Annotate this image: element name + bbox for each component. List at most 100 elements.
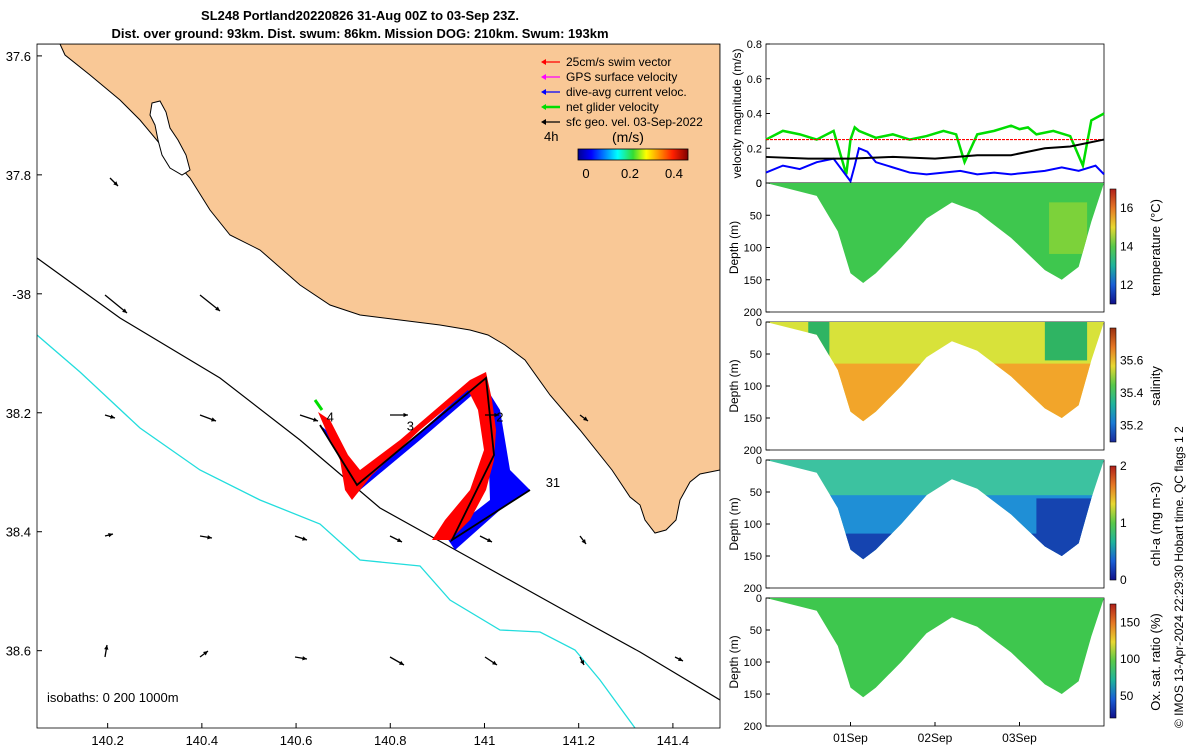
waypoint-labels: 4 3 2 31: [327, 410, 560, 490]
velocity-y-tick-label: 0.4: [747, 109, 762, 121]
geo-velocity-arrowhead: [302, 536, 307, 541]
geostrophic-velocity-arrows: [104, 177, 684, 666]
temperature-warm-patch: [1049, 202, 1088, 254]
colorbar-tick-label: 0: [582, 166, 589, 181]
map-x-tick-label: 141.2: [562, 733, 595, 748]
map-x-tick-label: 140.2: [91, 733, 124, 748]
depth-axis-label: Depth (m): [727, 221, 741, 274]
colorbar-tick-label: 12: [1120, 278, 1134, 292]
depth-tick-label: 150: [744, 275, 762, 287]
velocity-y-tick-label: 0.8: [747, 39, 762, 51]
depth-axis-label: Depth (m): [727, 359, 741, 412]
colorbar-tick-label: 16: [1120, 201, 1134, 215]
waypoint-label: 3: [407, 419, 414, 434]
depth-tick-label: 50: [750, 349, 762, 361]
geo-velocity-arrowhead: [122, 308, 127, 313]
time-tick-label: 01Sep: [833, 731, 868, 745]
geo-velocity-arrowhead: [113, 181, 118, 186]
geo-velocity-arrow: [104, 294, 128, 314]
time-tick-label: 03Sep: [1002, 731, 1037, 745]
colorbar-gradient: [577, 148, 689, 161]
legend-arrowhead: [541, 119, 546, 125]
depth-tick-label: 0: [756, 593, 762, 605]
depth-tick-label: 200: [744, 721, 762, 733]
velocity-series-line: [765, 112, 1105, 175]
section-colorbar: [1109, 603, 1117, 719]
legend-arrowhead: [541, 74, 546, 80]
waypoint-label: 2: [496, 410, 503, 425]
depth-tick-label: 100: [744, 243, 762, 255]
colorbar-note: 4h: [544, 129, 558, 144]
isobath-200m: [37, 257, 720, 701]
velocity-y-tick-label: 0.2: [747, 143, 762, 155]
section-colorbar-label: chl-a (mg m-3): [1148, 482, 1163, 567]
geo-velocity-arrowhead: [203, 651, 208, 656]
track-end-green: [313, 399, 324, 411]
depth-tick-label: 0: [756, 178, 762, 190]
legend-label: GPS surface velocity: [566, 70, 677, 84]
geo-velocity-arrowhead: [397, 538, 402, 542]
section-colorbar-label: salinity: [1148, 366, 1163, 406]
depth-tick-label: 50: [750, 625, 762, 637]
depth-tick-label: 200: [744, 445, 762, 457]
section-panel-ox: 0 50 100 150 200 Depth (m) 50 100 150 Ox. sat. ra…: [727, 593, 1163, 733]
section-colorbar: [1109, 188, 1117, 305]
glider-track-map: 4 3 2 31 140.2 140.4 140.6 140.8 141 141.2 141.4 3…: [6, 43, 721, 748]
geo-velocity-arrowhead: [211, 417, 216, 422]
map-frame: [36, 43, 721, 729]
depth-axis-label: Depth (m): [727, 497, 741, 550]
plot-title-line-1: SL248 Portland20220826 31-Aug 00Z to 03-…: [201, 8, 519, 23]
section-panel-chl: 0 50 100 150 200 Depth (m) 0 1 2 chl-a (mg m-3): [727, 455, 1163, 595]
imos-credit: © IMOS 13-Apr-2024 22:29:30 Hobart time.…: [1172, 426, 1186, 728]
map-y-tick-label: 38.4: [6, 525, 31, 540]
geo-velocity-arrowhead: [487, 538, 492, 542]
colorbar-tick-label: 150: [1120, 615, 1140, 629]
map-x-tick-label: 140.4: [186, 733, 219, 748]
section-colorbar: [1109, 465, 1117, 581]
track-group: [313, 372, 531, 550]
legend-arrowhead: [541, 89, 546, 95]
salinity-fresh-band: [1044, 322, 1088, 361]
track-red-band: [318, 372, 496, 540]
colorbar-tick-label: 14: [1120, 240, 1134, 254]
velocity-y-tick-label: 0: [756, 178, 762, 190]
section-panel-temperature: 0 50 100 150 200 Depth (m) 12 14 16 temperature (…: [727, 178, 1163, 319]
isobath-note: isobaths: 0 200 1000m: [47, 690, 179, 705]
legend-label: dive-avg current veloc.: [566, 85, 687, 99]
colorbar-tick-label: 50: [1120, 689, 1134, 703]
depth-tick-label: 100: [744, 657, 762, 669]
map-y-tick-label: 38.2: [6, 406, 31, 421]
legend-arrowhead: [541, 59, 546, 65]
colorbar-label: (m/s): [612, 129, 644, 145]
colorbar-tick-label: 100: [1120, 652, 1140, 666]
legend-label: 25cm/s swim vector: [566, 55, 671, 69]
geo-velocity-arrowhead: [399, 660, 404, 665]
island: [149, 100, 191, 176]
depth-tick-label: 50: [750, 210, 762, 222]
colorbar-tick-label: 35.6: [1120, 354, 1144, 368]
plot-title-line-2: Dist. over ground: 93km. Dist. swum: 86k…: [111, 26, 609, 41]
colorbar-tick-label: 2: [1120, 459, 1127, 473]
geo-velocity-arrowhead: [104, 645, 109, 650]
geo-velocity-arrowhead: [215, 306, 220, 311]
depth-tick-label: 0: [756, 317, 762, 329]
map-x-tick-label: 141.4: [657, 733, 690, 748]
map-x-tick-label: 140.6: [280, 733, 313, 748]
geo-velocity-arrowhead: [580, 660, 584, 665]
waypoint-label: 4: [327, 410, 334, 425]
depth-tick-label: 100: [744, 381, 762, 393]
geo-velocity-arrowhead: [302, 656, 307, 661]
geo-velocity-arrowhead: [108, 532, 113, 538]
colorbar-tick-label: 35.2: [1120, 419, 1144, 433]
map-y-tick-label: 37.8: [6, 168, 31, 183]
geo-velocity-arrowhead: [492, 660, 497, 665]
isobath-1000m: [37, 334, 636, 728]
depth-tick-label: 0: [756, 455, 762, 467]
map-axis-ticks: 140.2 140.4 140.6 140.8 141 141.2 141.4 37.6 37.…: [6, 49, 689, 748]
velocity-series-line: [765, 138, 1105, 160]
legend-label: net glider velocity: [566, 100, 659, 114]
colorbar-tick-label: 35.4: [1120, 386, 1144, 400]
geo-velocity-arrowhead: [494, 412, 499, 418]
map-y-tick-label: 37.6: [6, 49, 31, 64]
